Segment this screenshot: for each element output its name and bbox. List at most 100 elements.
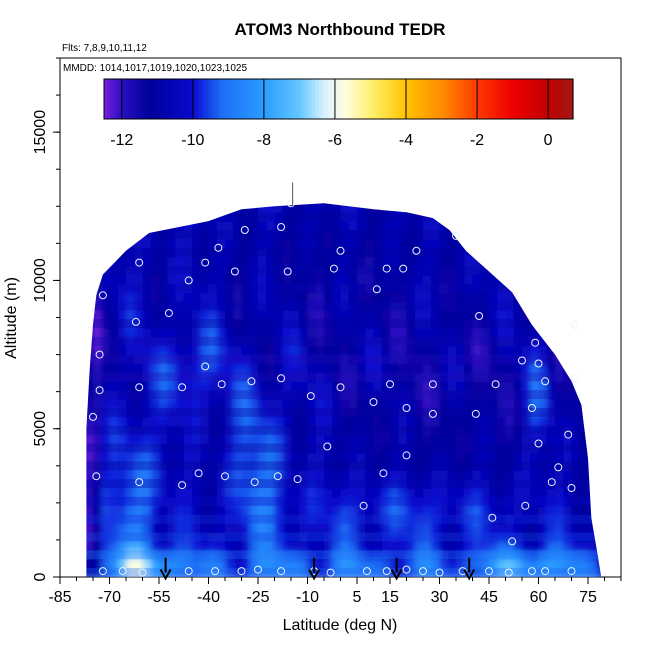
- colorbar-segment: [482, 79, 487, 119]
- heatmap-cell: [307, 238, 317, 249]
- heatmap-band: [86, 514, 602, 524]
- heatmap-cell: [307, 568, 317, 578]
- heatmap-cell: [480, 203, 490, 213]
- heatmap-cell: [117, 238, 127, 249]
- heatmap-cell: [480, 363, 490, 374]
- colorbar-segment: [204, 79, 209, 119]
- heatmap-cell: [530, 461, 540, 471]
- heatmap-cell: [150, 301, 160, 311]
- heatmap-cell: [117, 256, 127, 267]
- heatmap-cell: [390, 345, 400, 356]
- heatmap-cell: [456, 425, 466, 436]
- heatmap-cell: [117, 550, 127, 560]
- heatmap-cell: [357, 354, 367, 365]
- heatmap-cell: [439, 265, 449, 276]
- heatmap-cell: [216, 203, 226, 205]
- heatmap-cell: [365, 230, 375, 240]
- heatmap-cell: [423, 186, 432, 196]
- heatmap-cell: [406, 372, 416, 383]
- heatmap-cell: [200, 372, 210, 383]
- heatmap-cell: [390, 301, 400, 311]
- heatmap-cell: [398, 550, 408, 560]
- heatmap-cell: [109, 363, 119, 374]
- heatmap-cell: [249, 443, 259, 454]
- heatmap-cell: [439, 496, 449, 507]
- heatmap-cell: [192, 425, 202, 436]
- heatmap-cell: [497, 488, 507, 498]
- heatmap-cell: [282, 265, 292, 276]
- heatmap-cell: [167, 345, 177, 356]
- heatmap-cell: [365, 399, 375, 409]
- heatmap-cell: [134, 461, 144, 471]
- heatmap-cell: [266, 381, 276, 391]
- heatmap-cell: [390, 230, 400, 240]
- heatmap-cell: [357, 265, 367, 276]
- heatmap-cell: [216, 221, 226, 231]
- heatmap-cell: [571, 327, 581, 338]
- heatmap-cell: [241, 434, 251, 445]
- heatmap-cell: [208, 203, 218, 213]
- colorbar-segment: [171, 79, 175, 119]
- heatmap-cell: [406, 221, 416, 231]
- heatmap-cell: [571, 550, 581, 560]
- heatmap-cell: [200, 354, 210, 365]
- heatmap-cell: [340, 523, 350, 534]
- heatmap-cell: [522, 274, 532, 285]
- heatmap-cell: [497, 381, 507, 391]
- colorbar-segment: [251, 79, 256, 119]
- heatmap-cell: [579, 363, 589, 374]
- heatmap-cell: [381, 408, 391, 418]
- heatmap-cell: [588, 443, 598, 454]
- heatmap-cell: [414, 319, 424, 329]
- heatmap-cell: [225, 425, 235, 436]
- heatmap-cell: [513, 541, 523, 552]
- heatmap-cell: [423, 532, 433, 543]
- heatmap-cell: [332, 203, 342, 213]
- heatmap-cell: [497, 256, 507, 267]
- heatmap-cell: [291, 256, 301, 267]
- heatmap-cell: [439, 336, 449, 347]
- heatmap-cell: [390, 550, 400, 560]
- heatmap-cell: [546, 559, 556, 569]
- heatmap-cell: [579, 443, 589, 454]
- heatmap-cell: [381, 523, 391, 534]
- heatmap-cell: [109, 523, 119, 534]
- heatmap-cell: [274, 221, 284, 231]
- heatmap-cell: [571, 408, 581, 418]
- heatmap-cell: [489, 381, 499, 391]
- heatmap-cell: [588, 399, 598, 409]
- heatmap-cell: [546, 372, 556, 383]
- heatmap-cell: [167, 247, 177, 258]
- heatmap-cell: [192, 550, 202, 560]
- heatmap-cell: [447, 381, 457, 391]
- heatmap-cell: [77, 248, 86, 258]
- heatmap-cell: [77, 230, 86, 240]
- heatmap-cell: [596, 461, 602, 471]
- heatmap-cell: [142, 336, 152, 347]
- heatmap-cell: [414, 390, 424, 400]
- heatmap-cell: [431, 425, 441, 436]
- heatmap-cell: [225, 523, 235, 534]
- heatmap-cell: [225, 212, 235, 222]
- heatmap-cell: [555, 408, 565, 418]
- heatmap-cell: [406, 434, 416, 445]
- heatmap-cell: [225, 363, 235, 374]
- profile-point: [567, 484, 576, 492]
- heatmap-cell: [381, 425, 391, 436]
- heatmap-cell: [324, 416, 334, 427]
- heatmap-cell: [324, 203, 334, 205]
- heatmap-cell: [381, 292, 391, 302]
- heatmap-cell: [464, 212, 474, 222]
- heatmap-cell: [258, 532, 268, 543]
- heatmap-cell: [596, 301, 602, 311]
- heatmap-cell: [505, 274, 515, 285]
- heatmap-cell: [142, 301, 152, 311]
- heatmap-cell: [555, 434, 565, 445]
- heatmap-cell: [414, 238, 424, 249]
- heatmap-cell: [497, 292, 507, 302]
- heatmap-cell: [538, 301, 548, 311]
- heatmap-cell: [142, 203, 152, 213]
- colorbar-segment: [559, 79, 564, 119]
- heatmap-cell: [159, 336, 169, 347]
- colorbar-segment: [104, 79, 108, 119]
